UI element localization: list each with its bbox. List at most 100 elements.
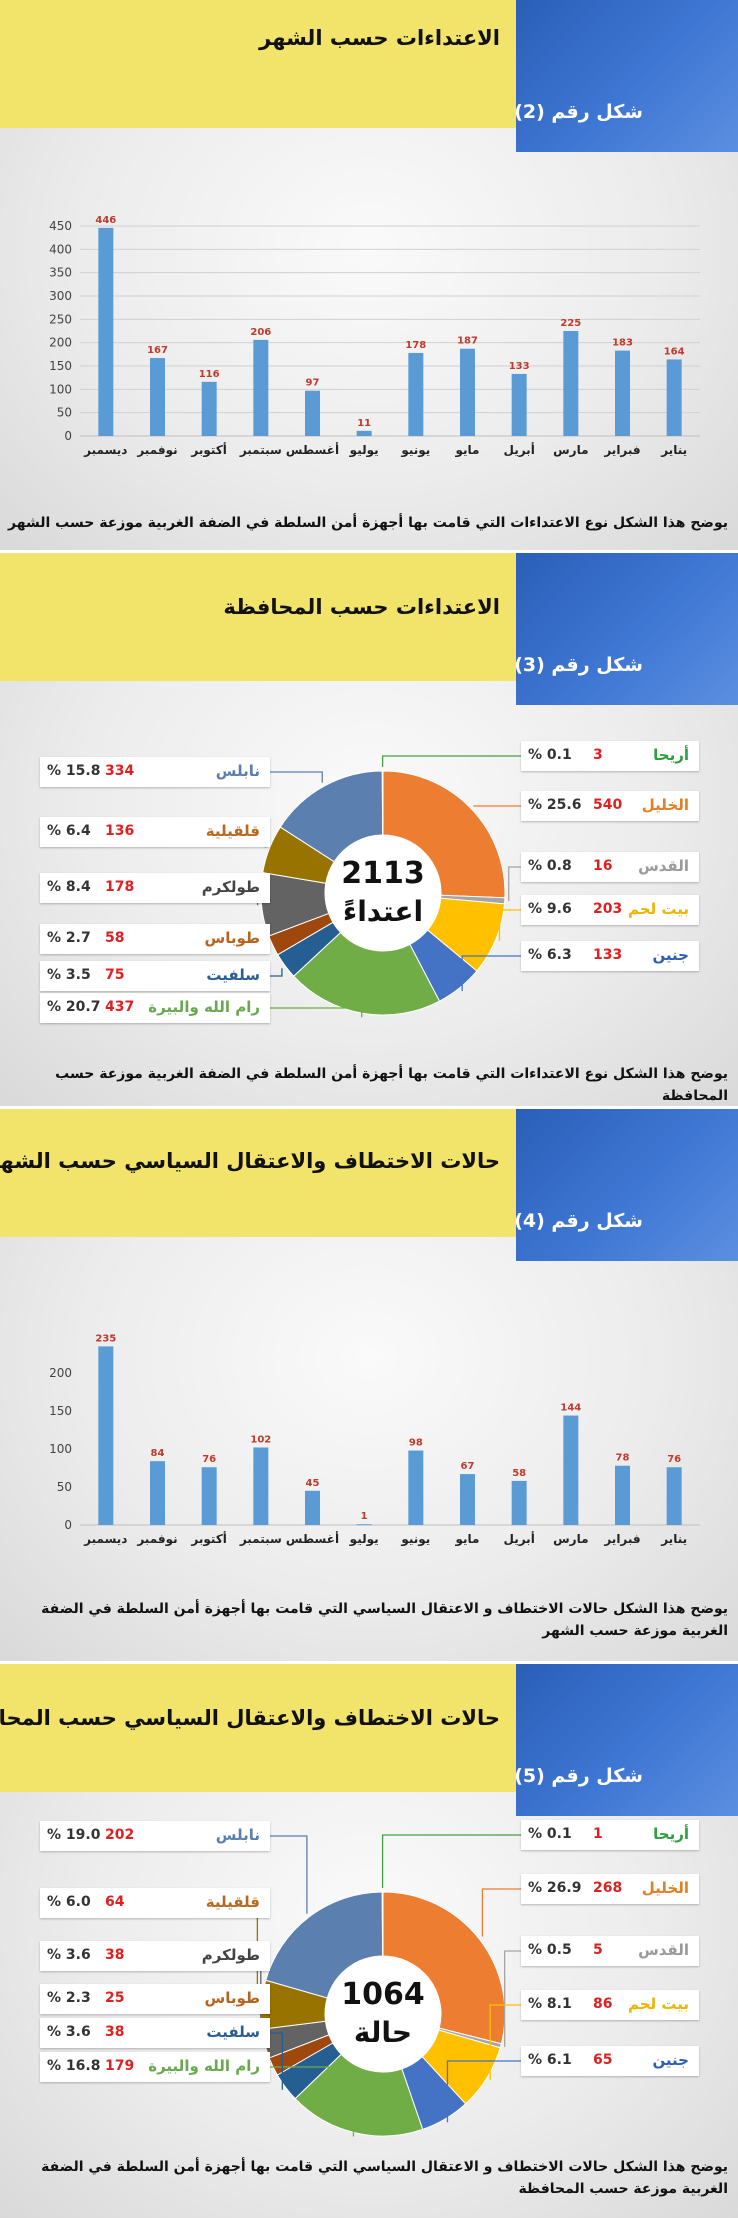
percent-value: % 3.5 [47, 967, 91, 983]
count-value: 58 [105, 930, 125, 946]
bar [305, 1490, 320, 1525]
y-tick-label: 0 [64, 1518, 72, 1532]
legend-box: رام الله والبيرة 437% 20.7 [40, 993, 270, 1023]
y-tick-label: 0 [64, 429, 72, 443]
legend-box: جنين 65 % 6.1 [521, 2046, 699, 2076]
governorate-name: قلقيلية [205, 822, 260, 840]
donut-chart-arrests [256, 1834, 521, 2137]
bar-value-label: 78 [616, 1453, 630, 1464]
total-unit: حالة [353, 2016, 413, 2049]
x-tick-label: يونيو [400, 1532, 430, 1547]
x-tick-label: سبتمبر [239, 443, 282, 457]
figure-label: شكل رقم (5) [514, 1765, 643, 1787]
section-assaults-by-governorate: الاعتداءات حسب المحافظة شكل رقم (3) الخل… [0, 553, 738, 1106]
bar-value-label: 76 [667, 1454, 681, 1465]
bar-value-label: 183 [612, 338, 633, 349]
x-tick-label: يوليو [349, 443, 379, 458]
count-value: 334 [105, 763, 135, 779]
percent-value: % 16.8 [47, 2058, 101, 2074]
legend-box: قلقيلية 64 % 6.0 [40, 1888, 270, 1918]
bar-value-label: 1 [361, 1511, 368, 1522]
donut-center [325, 1956, 441, 2072]
bar-value-label: 84 [151, 1448, 165, 1459]
governorate-name: طوباس [204, 929, 261, 947]
legend-box: جنين 133 % 6.3 [521, 941, 699, 971]
y-tick-label: 200 [49, 336, 72, 350]
bar [615, 350, 630, 436]
bar [98, 227, 114, 436]
donut-total-label: 1064 حالة [323, 1976, 443, 2052]
figure-caption: يوضح هذا الشكل حالات الاختطاف و الاعتقال… [41, 1601, 728, 1639]
bar-chart-assaults-by-month: 0 50 100 150 200 250 300 350 400 450 446 ديسمبر 167 ن… [49, 215, 700, 458]
bar-value-label: 102 [250, 1434, 271, 1445]
leader-line [270, 2066, 355, 2137]
y-tick-label: 150 [49, 1404, 72, 1418]
percent-value: % 0.1 [528, 747, 572, 763]
total-unit: اعتداءً [342, 895, 424, 928]
bar-value-label: 167 [147, 345, 168, 356]
legend-box: قلقيلية 136 % 6.4 [40, 817, 270, 847]
x-tick-label: أكتوبر [190, 442, 226, 458]
bar-value-label: 164 [664, 346, 685, 357]
bar-value-label: 235 [95, 1333, 116, 1344]
y-tick-label: 150 [49, 359, 72, 373]
governorate-name: طولكرم [201, 878, 260, 896]
percent-value: % 0.5 [528, 1942, 572, 1958]
y-tick-label: 50 [57, 1480, 72, 1494]
bar [253, 1447, 269, 1525]
figure-tag: شكل رقم (5) [514, 1664, 738, 1816]
count-value: 136 [105, 823, 135, 839]
governorate-name: بيت لحم [627, 900, 689, 918]
x-tick-label: مارس [553, 443, 588, 457]
percent-value: % 2.7 [47, 930, 91, 946]
donut-chart-assaults [256, 755, 521, 1018]
legend-box: طولكرم 38 % 3.6 [40, 1941, 270, 1971]
x-tick-label: يناير [660, 443, 687, 457]
percent-value: % 20.7 [47, 999, 101, 1015]
count-value: 268 [593, 1880, 623, 1896]
bar [98, 1346, 114, 1525]
bar-value-label: 67 [461, 1461, 475, 1472]
governorate-name: الخليل [641, 796, 689, 814]
total-number: 1064 [341, 1977, 425, 2012]
governorate-name: سلفيت [206, 2023, 260, 2041]
count-value: 203 [593, 901, 623, 917]
leader-line [270, 1835, 308, 1914]
legend-box: الخليل 540 % 25.6 [521, 791, 699, 821]
x-tick-label: ديسمبر [83, 443, 127, 457]
bar [511, 1480, 527, 1525]
x-tick-label: يوليو [349, 1532, 379, 1547]
y-tick-label: 50 [57, 406, 72, 420]
bar-value-label: 58 [512, 1468, 526, 1479]
x-tick-label: سبتمبر [239, 1532, 282, 1546]
leader-line [446, 2060, 521, 2123]
x-tick-label: نوفمبر [136, 443, 177, 458]
bar [356, 1524, 372, 1526]
percent-value: % 8.4 [47, 879, 91, 895]
leader-line [461, 955, 521, 992]
bar [201, 1467, 217, 1525]
bar [150, 1461, 165, 1525]
bar-value-label: 11 [357, 418, 371, 429]
leader-line [270, 968, 283, 977]
leader-line [270, 771, 323, 783]
y-tick-label: 300 [49, 289, 72, 303]
bar [253, 339, 269, 436]
bar [563, 1415, 579, 1525]
section-title: حالات الاختطاف والاعتقال السياسي حسب الم… [0, 1706, 500, 1730]
donut-total-label: 2113 اعتداءً [323, 855, 443, 931]
x-tick-label: أغسطس [286, 442, 339, 457]
bar [356, 430, 372, 436]
y-tick-label: 250 [49, 312, 72, 326]
figure-caption: يوضح هذا الشكل حالات الاختطاف و الاعتقال… [41, 2159, 728, 2197]
count-value: 16 [593, 858, 613, 874]
percent-value: % 15.8 [47, 763, 101, 779]
y-tick-label: 200 [49, 1366, 72, 1380]
governorate-name: طوباس [204, 1989, 261, 2007]
section-title: الاعتداءات حسب المحافظة [223, 595, 500, 619]
figure-tag: شكل رقم (2) [514, 0, 738, 152]
legend-box: طوباس 58 % 2.7 [40, 924, 270, 954]
count-value: 65 [593, 2052, 613, 2068]
count-value: 64 [105, 1894, 125, 1910]
y-tick-label: 100 [49, 382, 72, 396]
